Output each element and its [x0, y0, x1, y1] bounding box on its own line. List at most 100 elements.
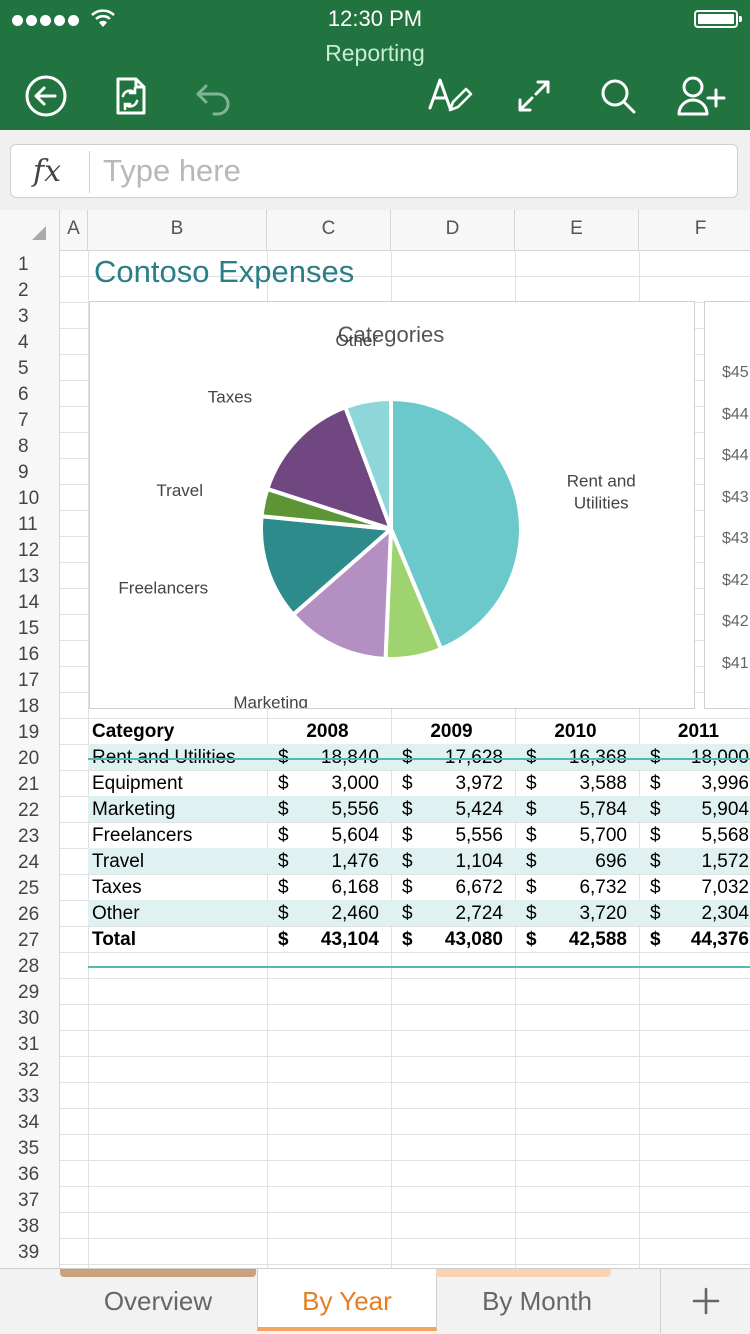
- tab-by-month[interactable]: By Month: [436, 1269, 638, 1329]
- column-header-b[interactable]: B: [88, 210, 267, 250]
- value-cell[interactable]: 2,460: [331, 903, 379, 924]
- currency-symbol[interactable]: $: [278, 825, 289, 846]
- currency-symbol[interactable]: $: [526, 744, 546, 770]
- currency-symbol[interactable]: $: [526, 903, 537, 924]
- format-button[interactable]: [424, 70, 476, 122]
- add-sheet-button[interactable]: [660, 1269, 750, 1333]
- value-cell[interactable]: 17,628: [444, 747, 503, 768]
- currency-symbol[interactable]: $: [526, 825, 537, 846]
- column-header-a[interactable]: A: [60, 210, 88, 250]
- category-cell[interactable]: Rent and Utilities: [92, 747, 236, 768]
- row-header[interactable]: 15: [18, 618, 40, 639]
- pie-slice-freelancers[interactable]: [259, 514, 393, 617]
- currency-symbol[interactable]: $: [278, 799, 289, 820]
- currency-symbol[interactable]: $: [526, 929, 537, 950]
- currency-symbol[interactable]: $: [402, 773, 413, 794]
- header-year[interactable]: 2010: [554, 721, 597, 742]
- pie-slice-rent-and-utilities[interactable]: [389, 397, 523, 651]
- fullscreen-button[interactable]: [508, 70, 560, 122]
- currency-symbol[interactable]: $: [402, 851, 413, 872]
- row-header[interactable]: 17: [18, 670, 40, 691]
- row-header[interactable]: 7: [18, 410, 29, 431]
- tab-overview[interactable]: Overview: [60, 1269, 256, 1329]
- currency-symbol[interactable]: $: [650, 773, 661, 794]
- value-cell[interactable]: 6,168: [331, 877, 379, 898]
- value-cell[interactable]: 2,304: [701, 903, 749, 924]
- header-year[interactable]: 2011: [677, 721, 720, 742]
- fx-label[interactable]: fx: [33, 154, 62, 189]
- currency-symbol[interactable]: $: [402, 903, 413, 924]
- value-cell[interactable]: 5,784: [579, 799, 627, 820]
- select-all-corner[interactable]: [0, 210, 60, 250]
- category-cell[interactable]: Equipment: [92, 773, 183, 794]
- file-button[interactable]: [104, 70, 156, 122]
- value-cell[interactable]: 3,588: [579, 773, 627, 794]
- currency-symbol[interactable]: $: [650, 825, 661, 846]
- row-header[interactable]: 16: [18, 644, 40, 665]
- column-header-c[interactable]: C: [267, 210, 391, 250]
- row-header[interactable]: 18: [18, 696, 40, 717]
- value-cell[interactable]: 18,840: [320, 747, 379, 768]
- value-cell[interactable]: 1,476: [331, 851, 379, 872]
- pie-slice-taxes[interactable]: [265, 405, 393, 531]
- value-cell[interactable]: 5,604: [331, 825, 379, 846]
- value-cell[interactable]: 3,972: [455, 773, 503, 794]
- currency-symbol[interactable]: $: [650, 851, 661, 872]
- currency-symbol[interactable]: $: [526, 851, 537, 872]
- currency-symbol[interactable]: $: [526, 799, 537, 820]
- row-header[interactable]: 19: [18, 722, 40, 743]
- row-header[interactable]: 31: [18, 1034, 40, 1055]
- category-cell[interactable]: Other: [92, 903, 140, 924]
- category-cell[interactable]: Total: [92, 929, 136, 950]
- value-cell[interactable]: 5,556: [331, 799, 379, 820]
- row-header[interactable]: 3: [18, 306, 29, 327]
- row-header[interactable]: 32: [18, 1060, 40, 1081]
- row-header[interactable]: 1: [18, 254, 29, 275]
- value-cell[interactable]: 5,556: [455, 825, 503, 846]
- sheet-title[interactable]: Contoso Expenses: [94, 254, 355, 289]
- row-header[interactable]: 30: [18, 1008, 40, 1029]
- search-button[interactable]: [592, 70, 644, 122]
- row-header[interactable]: 36: [18, 1164, 40, 1185]
- value-cell[interactable]: 43,080: [444, 929, 503, 950]
- row-header[interactable]: 38: [18, 1216, 40, 1237]
- currency-symbol[interactable]: $: [278, 903, 289, 924]
- column-header-d[interactable]: D: [391, 210, 515, 250]
- row-header[interactable]: 22: [18, 800, 40, 821]
- currency-symbol[interactable]: $: [650, 877, 661, 898]
- row-header[interactable]: 8: [18, 436, 29, 457]
- row-header[interactable]: 12: [18, 540, 40, 561]
- currency-symbol[interactable]: $: [278, 744, 298, 770]
- value-cell[interactable]: 2,724: [455, 903, 503, 924]
- value-cell[interactable]: 1,572: [701, 851, 749, 872]
- value-cell[interactable]: 696: [595, 851, 627, 872]
- currency-symbol[interactable]: $: [402, 744, 422, 770]
- currency-symbol[interactable]: $: [402, 929, 413, 950]
- row-header[interactable]: 25: [18, 878, 40, 899]
- row-header[interactable]: 14: [18, 592, 40, 613]
- category-cell[interactable]: Freelancers: [92, 825, 193, 846]
- header-category[interactable]: Category: [92, 721, 175, 742]
- category-cell[interactable]: Taxes: [92, 877, 142, 898]
- currency-symbol[interactable]: $: [402, 799, 413, 820]
- row-header[interactable]: 24: [18, 852, 40, 873]
- pie-slice-marketing[interactable]: [291, 527, 393, 661]
- value-cell[interactable]: 5,904: [701, 799, 749, 820]
- row-header[interactable]: 34: [18, 1112, 40, 1133]
- undo-button[interactable]: [188, 70, 240, 122]
- row-header[interactable]: 27: [18, 930, 40, 951]
- value-cell[interactable]: 7,032: [701, 877, 749, 898]
- value-cell[interactable]: 16,368: [568, 747, 627, 768]
- value-cell[interactable]: 3,996: [701, 773, 749, 794]
- row-header[interactable]: 23: [18, 826, 40, 847]
- formula-input[interactable]: [103, 151, 723, 191]
- row-header[interactable]: 4: [18, 332, 29, 353]
- currency-symbol[interactable]: $: [278, 851, 289, 872]
- currency-symbol[interactable]: $: [650, 744, 670, 770]
- row-header[interactable]: 10: [18, 488, 40, 509]
- row-header[interactable]: 5: [18, 358, 29, 379]
- currency-symbol[interactable]: $: [526, 773, 537, 794]
- value-cell[interactable]: 5,424: [455, 799, 503, 820]
- value-cell[interactable]: 1,104: [455, 851, 503, 872]
